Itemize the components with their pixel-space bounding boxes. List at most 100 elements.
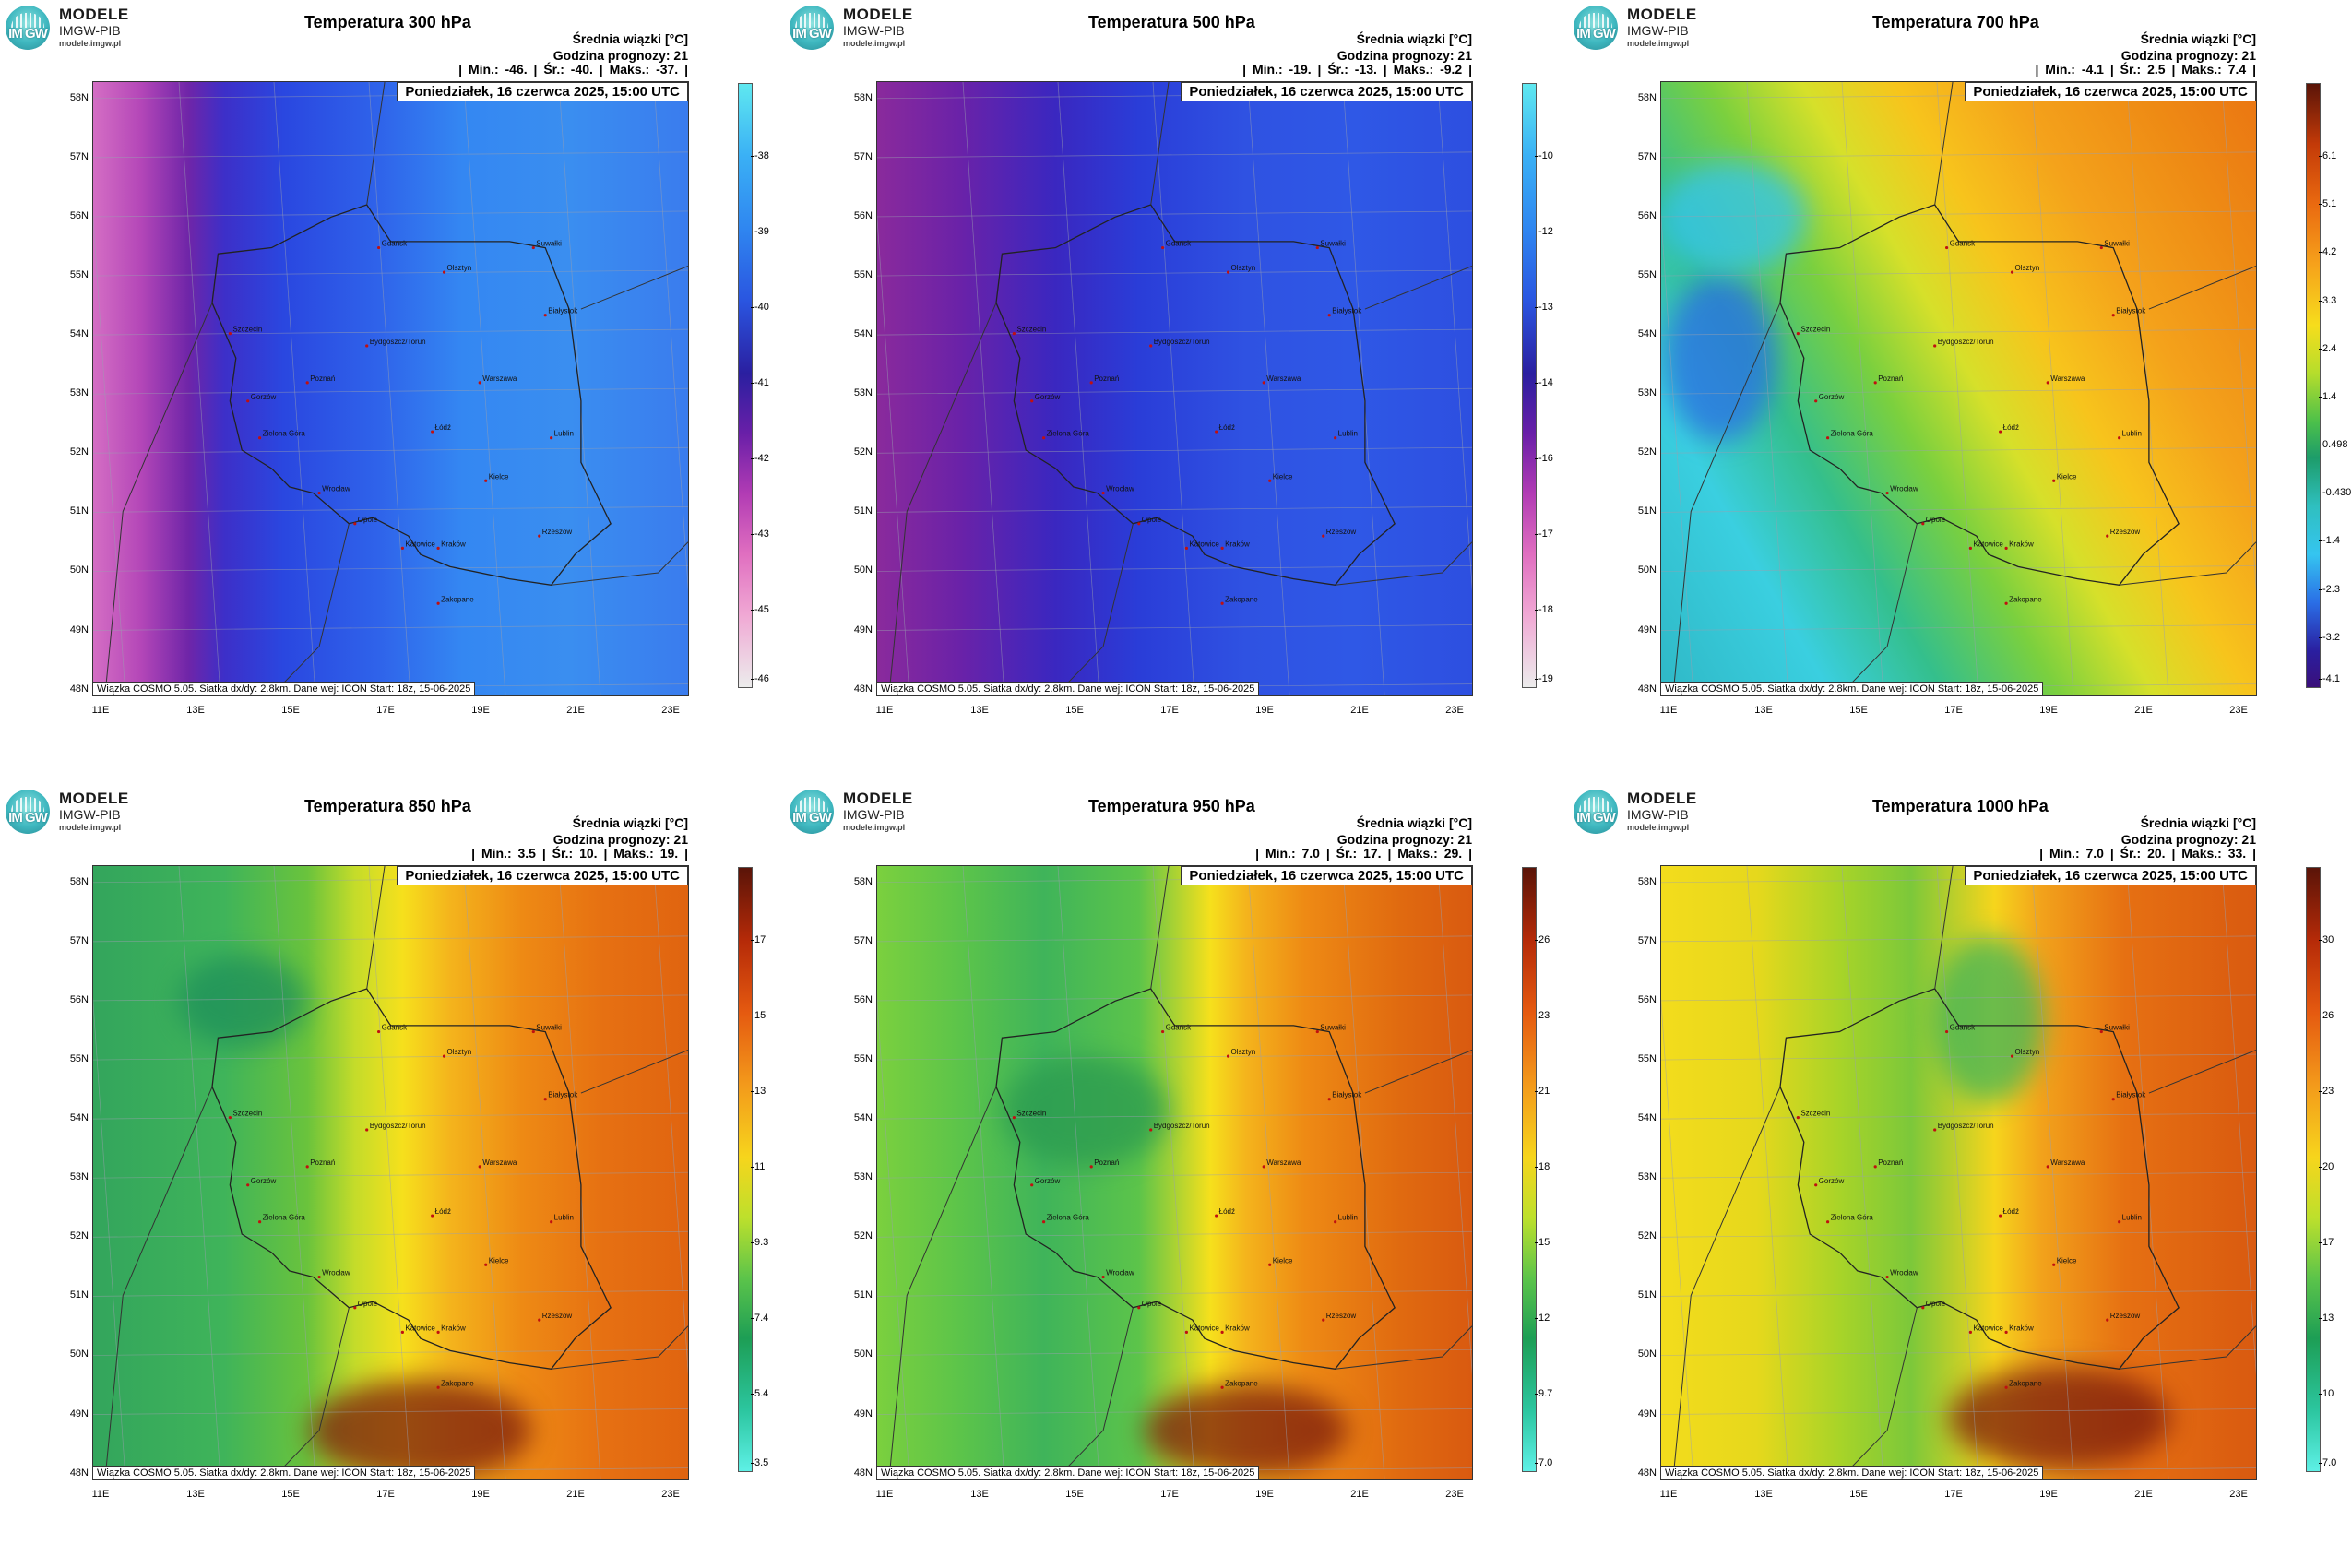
city-label: Gdańsk — [1950, 240, 1977, 248]
forecast-hour: Godzina prognozy: 21 — [2120, 48, 2256, 63]
city-label: Zielona Góra — [263, 430, 306, 438]
city-label: Kraków — [1225, 1324, 1250, 1332]
valid-date: Poniedziałek, 16 czerwca 2025, 15:00 UTC — [1965, 82, 2256, 101]
colorbar-tick: -41 — [751, 377, 769, 388]
colorbar-tick: -40 — [751, 302, 769, 313]
colorbar-tick: -0.430 — [2318, 487, 2352, 499]
city-label: Zakopane — [441, 1379, 474, 1387]
city-marker — [1030, 399, 1034, 403]
city-label: Olsztyn — [1231, 1048, 1256, 1056]
city-label: Białystok — [1332, 1091, 1362, 1099]
stats-line: | Min.: 3.5 | Śr.: 10. | Maks.: 19. | — [471, 846, 688, 861]
lon-gridline — [2031, 82, 2074, 695]
colorbar — [2306, 867, 2321, 1472]
colorbar — [738, 83, 753, 688]
lat-gridline — [877, 1053, 1472, 1061]
city-marker — [1220, 601, 1224, 605]
logo-title: MODELE — [59, 790, 129, 807]
lat-label: 57N — [69, 150, 89, 162]
logo-title: MODELE — [59, 6, 129, 23]
lat-label: 54N — [69, 1112, 89, 1124]
city-marker — [1999, 430, 2002, 434]
colorbar-tick: 1.4 — [2318, 390, 2337, 402]
average-label: Średnia wiązki [°C] — [1356, 31, 1472, 46]
lon-label: 17E — [376, 705, 395, 716]
lat-gridline — [1661, 1171, 2256, 1179]
city-label: Bydgoszcz/Toruń — [1938, 1122, 1994, 1130]
lon-gridline — [1152, 82, 1195, 695]
panel-title: Temperatura 500 hPa — [1088, 13, 1255, 31]
logo-stripes — [1579, 13, 1612, 28]
colorbar-tick: 26 — [2318, 1010, 2334, 1021]
city-label: Olsztyn — [447, 1048, 472, 1056]
average-label: Średnia wiązki [°C] — [572, 31, 688, 46]
lat-label: 48N — [853, 683, 873, 695]
lon-label: 19E — [471, 1489, 490, 1500]
neighbour-border — [1934, 82, 1954, 206]
lat-gridline — [1661, 387, 2256, 395]
city-label: Rzeszów — [1326, 1312, 1357, 1320]
stats-line: | Min.: 7.0 | Śr.: 17. | Maks.: 29. | — [1255, 846, 1472, 861]
city-marker — [1322, 534, 1325, 538]
colorbar-tick: 23 — [2318, 1086, 2334, 1097]
city-marker — [543, 314, 547, 317]
temperature-map: Gdańsk Olsztyn Suwałki Białystok Szczecin Byd… — [92, 81, 689, 696]
country-border — [1779, 204, 2180, 586]
neighbour-border — [1364, 1050, 1472, 1094]
neighbour-border — [888, 1087, 997, 1479]
imgw-logo: IM GW MODELE IMGW-PIB modele.imgw.pl — [790, 6, 937, 52]
city-marker — [531, 1029, 535, 1034]
lat-label: 53N — [69, 387, 89, 399]
lat-label: 50N — [1637, 564, 1657, 576]
map-overlay: Gdańsk Olsztyn Suwałki Białystok Szczecin Byd… — [1661, 866, 2256, 1479]
lat-label: 52N — [853, 446, 873, 458]
panel-title: Temperatura 850 hPa — [304, 797, 471, 815]
lat-label: 55N — [69, 1053, 89, 1065]
city-label: Gorzów — [1819, 1177, 1845, 1185]
imgw-logo: IM GW MODELE IMGW-PIB modele.imgw.pl — [6, 6, 153, 52]
lat-label: 58N — [1637, 875, 1657, 887]
city-marker — [550, 436, 553, 440]
city-marker — [1149, 344, 1153, 348]
lat-label: 58N — [69, 91, 89, 103]
lon-label: 17E — [1160, 1489, 1179, 1500]
neighbour-border — [551, 1325, 688, 1370]
neighbour-border — [888, 303, 997, 695]
city-label: Szczecin — [1016, 326, 1046, 334]
city-label: Gorzów — [251, 1177, 277, 1185]
colorbar-tick: -19 — [1535, 673, 1553, 684]
map-panel: IM GW MODELE IMGW-PIB modele.imgw.pl Tempera… — [0, 784, 784, 1568]
lat-gridline — [93, 269, 688, 277]
lon-label: 11E — [91, 1489, 110, 1500]
logo-mark-text: IM GW — [8, 810, 48, 826]
neighbour-border — [271, 523, 350, 695]
city-label: Zakopane — [1225, 1379, 1258, 1387]
city-marker — [436, 1330, 440, 1334]
logo-url: modele.imgw.pl — [59, 823, 122, 832]
country-border — [211, 204, 612, 586]
city-label: Lublin — [2122, 430, 2142, 438]
lat-gridline — [1661, 269, 2256, 277]
city-label: Poznań — [1094, 1158, 1119, 1167]
colorbar-tick: 23 — [1534, 1010, 1550, 1021]
imgw-logo: IM GW MODELE IMGW-PIB modele.imgw.pl — [790, 790, 937, 836]
lat-label: 54N — [1637, 1112, 1657, 1124]
city-label: Suwałki — [1320, 1024, 1346, 1032]
city-label: Poznań — [1094, 374, 1119, 383]
city-label: Białystok — [548, 307, 578, 315]
city-label: Szczecin — [1800, 326, 1830, 334]
colorbar-tick: -18 — [1535, 604, 1553, 615]
valid-date: Poniedziałek, 16 czerwca 2025, 15:00 UTC — [1965, 866, 2256, 885]
city-marker — [436, 601, 440, 605]
city-marker — [2118, 436, 2121, 440]
city-marker — [1945, 245, 1949, 250]
neighbour-border — [2148, 266, 2256, 310]
city-marker — [1042, 1220, 1046, 1224]
imgw-logo-mark: IM GW — [6, 790, 50, 834]
lat-label: 49N — [69, 1408, 89, 1420]
lon-gridline — [2221, 82, 2256, 591]
lon-label: 15E — [1849, 1489, 1868, 1500]
city-marker — [1999, 1214, 2002, 1218]
city-marker — [1220, 546, 1224, 550]
city-label: Bydgoszcz/Toruń — [1154, 338, 1210, 346]
